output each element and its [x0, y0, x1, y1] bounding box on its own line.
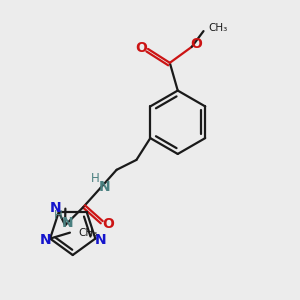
Text: O: O [103, 217, 115, 231]
Text: O: O [190, 37, 202, 51]
Text: N: N [94, 233, 106, 247]
Text: CH₃: CH₃ [208, 23, 228, 33]
Text: N: N [50, 201, 62, 215]
Text: N: N [39, 233, 51, 247]
Text: H: H [90, 172, 99, 185]
Text: H: H [54, 209, 62, 222]
Text: CH₃: CH₃ [79, 228, 98, 238]
Text: O: O [135, 41, 147, 55]
Text: N: N [99, 180, 110, 194]
Text: N: N [62, 216, 74, 230]
